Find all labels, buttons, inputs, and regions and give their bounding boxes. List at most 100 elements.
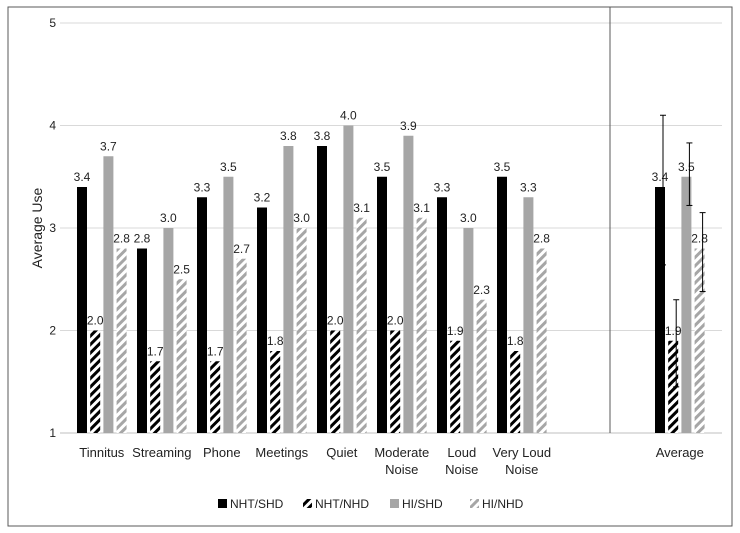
bar	[163, 228, 174, 433]
bar	[223, 176, 234, 433]
bar	[330, 330, 341, 433]
bar	[655, 187, 665, 433]
y-tick-label: 4	[49, 119, 56, 133]
bar	[377, 176, 387, 433]
bar	[694, 248, 705, 433]
category-labels: Tinnitus Streaming Phone Meetings Quiet Moder…	[79, 445, 704, 477]
bar-value-label: 2.0	[327, 314, 344, 328]
bar	[390, 330, 401, 433]
bar	[116, 248, 127, 433]
bar-value-label: 3.0	[293, 211, 310, 225]
bar	[476, 299, 487, 433]
bar	[137, 248, 147, 433]
y-tick-label: 3	[49, 221, 56, 235]
y-axis-ticks: 1 2 3 4 5	[49, 16, 56, 440]
bar	[403, 135, 414, 433]
bar-value-label: 4.0	[340, 109, 357, 123]
bar-value-label: 3.8	[314, 129, 331, 143]
bar	[210, 361, 221, 433]
bar-value-label: 2.3	[473, 283, 490, 297]
x-category-label: Streaming	[132, 445, 191, 460]
x-category-label: Quiet	[326, 445, 357, 460]
bar-value-label: 3.5	[220, 160, 237, 174]
x-category-label: Tinnitus	[79, 445, 125, 460]
bar-value-label: 3.0	[460, 211, 477, 225]
bar-value-label: 2.8	[134, 232, 151, 246]
bar	[463, 228, 474, 433]
bar	[450, 340, 461, 433]
y-tick-label: 1	[49, 426, 56, 440]
bars	[77, 125, 705, 433]
chart-frame	[7, 6, 733, 527]
bar-value-label: 2.5	[173, 262, 190, 276]
data-labels: 3.4 2.0 3.7 2.8 2.8 1.7 3.0 2.5 3.3 1.7 3.5 2.7 3.2 1…	[74, 109, 709, 359]
bar	[257, 207, 267, 433]
bar	[197, 197, 207, 433]
bar	[176, 279, 187, 433]
bar	[523, 197, 534, 433]
bar-value-label: 2.8	[533, 232, 550, 246]
x-category-label: Average	[656, 445, 704, 460]
bar-value-label: 3.5	[374, 160, 391, 174]
bar	[283, 146, 294, 433]
y-tick-label: 5	[49, 16, 56, 30]
x-category-label: Phone	[203, 445, 241, 460]
bar-value-label: 1.8	[507, 334, 524, 348]
legend-label: NHT/NHD	[315, 497, 369, 511]
legend: NHT/SHD NHT/NHD HI/SHD HI/NHD	[218, 497, 524, 511]
legend-label: NHT/SHD	[230, 497, 284, 511]
x-category-label: Meetings	[255, 445, 308, 460]
bar	[90, 330, 101, 433]
bar-value-label: 3.7	[100, 139, 117, 153]
bar	[150, 361, 161, 433]
bar	[236, 258, 247, 433]
legend-swatch	[218, 499, 227, 508]
bar-value-label: 3.5	[494, 160, 511, 174]
bar-value-label: 3.5	[678, 160, 695, 174]
bar	[296, 228, 307, 433]
bar-value-label: 1.8	[267, 334, 284, 348]
bar-value-label: 2.0	[87, 314, 104, 328]
bar-value-label: 2.0	[387, 314, 404, 328]
bar	[536, 248, 547, 433]
bar-value-label: 3.4	[652, 170, 669, 184]
x-category-label: Noise	[505, 462, 538, 477]
legend-label: HI/NHD	[482, 497, 524, 511]
bar-value-label: 3.4	[74, 170, 91, 184]
y-tick-label: 2	[49, 324, 56, 338]
error-bars	[660, 114, 706, 388]
y-axis-title: Average Use	[29, 187, 45, 268]
bar	[510, 351, 521, 433]
bar	[437, 197, 447, 433]
x-category-label: Noise	[445, 462, 478, 477]
x-category-label: Loud	[447, 445, 476, 460]
bar	[103, 156, 114, 433]
bar-value-label: 3.3	[194, 180, 211, 194]
bar	[681, 176, 692, 433]
bar	[77, 187, 87, 433]
bar-value-label: 1.7	[147, 344, 164, 358]
bar-value-label: 2.8	[691, 232, 708, 246]
legend-swatch	[470, 499, 479, 508]
bar-value-label: 1.7	[207, 344, 224, 358]
bar-value-label: 1.9	[665, 324, 682, 338]
bar-value-label: 3.8	[280, 129, 297, 143]
bar-value-label: 2.8	[113, 232, 130, 246]
legend-swatch	[303, 499, 312, 508]
bar-value-label: 2.7	[233, 242, 250, 256]
bar-value-label: 3.1	[413, 201, 430, 215]
bar-value-label: 1.9	[447, 324, 464, 338]
x-category-label: Moderate	[374, 445, 429, 460]
bar	[343, 125, 354, 433]
bar-value-label: 3.1	[353, 201, 370, 215]
bar	[356, 217, 367, 433]
bar-value-label: 3.9	[400, 119, 417, 133]
bar	[270, 351, 281, 433]
x-category-label: Very Loud	[493, 445, 552, 460]
legend-swatch	[390, 499, 399, 508]
bar	[497, 176, 507, 433]
bar-value-label: 3.3	[434, 180, 451, 194]
bar	[416, 217, 427, 433]
